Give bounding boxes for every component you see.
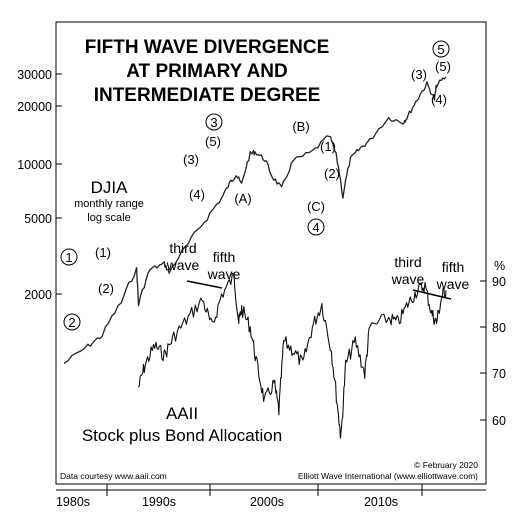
third-wave-label-line-1: third <box>169 240 196 256</box>
wave-label: (4) <box>189 187 205 202</box>
wave-label: 3 <box>210 115 217 130</box>
wave-label: (2) <box>98 281 114 296</box>
djia-sublabel-1: monthly range <box>74 198 144 210</box>
wave-label: 1 <box>65 250 72 265</box>
divergence-line-1990s <box>186 280 223 289</box>
third-wave-label-line-1: third <box>394 254 421 270</box>
wave-label: (1) <box>95 245 111 260</box>
wave-label: 4 <box>312 220 319 235</box>
wave-label: 5 <box>437 42 444 57</box>
wave-label: (3) <box>411 67 427 82</box>
djia-wave-annotations: 1 2 (1) (2) (3) (4) (5) 3 (A) (B) (1) (2… <box>60 40 451 331</box>
wave-label: (3) <box>183 152 199 167</box>
data-credit: Data courtesy www.aaii.com <box>60 471 167 481</box>
chart-title-line-3: INTERMEDIATE DEGREE <box>94 85 321 106</box>
right-axis: % 90 80 70 60 <box>480 259 506 428</box>
chart-title-line-1: FIFTH WAVE DIVERGENCE <box>85 37 330 58</box>
aaii-sublabel: Stock plus Bond Allocation <box>82 426 282 445</box>
fifth-wave-label-line-2: wave <box>436 276 470 292</box>
wave-label: 2 <box>68 315 75 330</box>
wave-circle <box>63 313 81 331</box>
wave-circle <box>307 218 325 236</box>
x-axis: 1980s 1990s 2000s 2010s <box>56 484 423 509</box>
wave-label: (5) <box>205 134 221 149</box>
right-axis-unit: % <box>494 259 505 273</box>
left-tick-label-2000: 2000 <box>24 288 52 302</box>
left-tick-label-20000: 20000 <box>17 100 52 114</box>
djia-label: DJIA <box>91 178 129 197</box>
copyright-date: © February 2020 <box>414 460 478 470</box>
aaii-label: AAII <box>166 404 198 423</box>
wave-label: (5) <box>435 59 451 74</box>
x-tick-label-1980s: 1980s <box>56 495 90 509</box>
left-axis: 30000 20000 10000 5000 2000 <box>17 68 62 302</box>
left-tick-label-5000: 5000 <box>24 212 52 226</box>
right-tick-label-60: 60 <box>492 414 506 428</box>
fifth-wave-label-line-1: fifth <box>442 259 465 275</box>
djia-series-line <box>63 76 447 365</box>
x-tick-label-1990s: 1990s <box>142 495 176 509</box>
divergence-line-2010s <box>412 289 452 300</box>
wave-label: (C) <box>307 199 325 214</box>
wave-circle <box>205 113 223 131</box>
copyright-org: Elliott Wave International (www.elliottw… <box>298 471 478 481</box>
left-tick-label-10000: 10000 <box>17 158 52 172</box>
left-tick-label-30000: 30000 <box>17 68 52 82</box>
wave-label: (2) <box>324 166 340 181</box>
wave-circle <box>432 40 450 58</box>
aaii-wave-annotations: third wave fifth wave third wave fifth w… <box>166 240 470 300</box>
djia-sublabel-2: log scale <box>87 212 130 224</box>
wave-label: (B) <box>292 119 309 134</box>
fifth-wave-label-line-2: wave <box>207 266 241 282</box>
wave-label: (1) <box>320 139 336 154</box>
plot-frame <box>55 21 487 485</box>
aaii-series-line <box>137 272 447 439</box>
third-wave-label-line-2: wave <box>391 271 425 287</box>
right-tick-label-70: 70 <box>492 367 506 381</box>
chart-title-line-2: AT PRIMARY AND <box>126 61 288 82</box>
x-tick-label-2010s: 2010s <box>364 495 398 509</box>
right-tick-label-90: 90 <box>492 275 506 289</box>
fifth-wave-label-line-1: fifth <box>213 249 236 265</box>
wave-label: (A) <box>234 191 251 206</box>
wave-label: (4) <box>431 92 447 107</box>
third-wave-label-line-2: wave <box>166 257 200 273</box>
wave-circle <box>60 248 78 266</box>
right-tick-label-80: 80 <box>492 321 506 335</box>
x-tick-label-2000s: 2000s <box>250 495 284 509</box>
